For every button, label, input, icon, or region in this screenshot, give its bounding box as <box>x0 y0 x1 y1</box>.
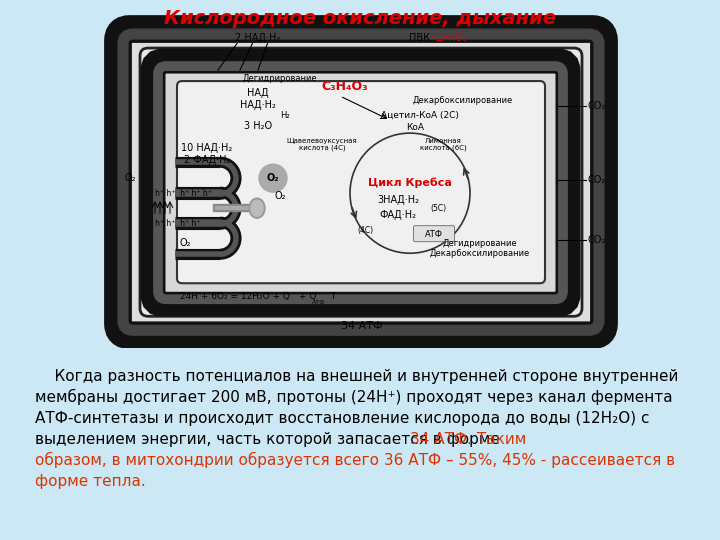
Text: Декарбоксилирование: Декарбоксилирование <box>413 96 513 105</box>
Text: O₂: O₂ <box>274 191 286 201</box>
Text: АТФ: АТФ <box>312 300 325 305</box>
Text: НАД: НАД <box>247 88 269 98</box>
FancyBboxPatch shape <box>140 48 582 316</box>
Text: 34 АТФ. Таким: 34 АТФ. Таким <box>410 432 526 447</box>
Text: Дегидрирование: Дегидрирование <box>443 239 517 248</box>
Text: Цикл Кребса: Цикл Кребса <box>368 178 452 188</box>
FancyBboxPatch shape <box>153 61 568 304</box>
Text: (4С): (4С) <box>357 226 373 235</box>
Text: + Q: + Q <box>300 292 317 301</box>
Text: 34 АТФ: 34 АТФ <box>341 321 383 331</box>
Text: (5С): (5С) <box>430 204 446 213</box>
Text: O₂: O₂ <box>125 173 136 183</box>
Text: C₃H₄O₃: C₃H₄O₃ <box>322 79 369 92</box>
Text: Кислородное окисление, дыхание: Кислородное окисление, дыхание <box>164 9 556 28</box>
Circle shape <box>259 164 287 192</box>
Text: Когда разность потенциалов на внешней и внутренней стороне внутренней: Когда разность потенциалов на внешней и … <box>35 369 678 384</box>
Ellipse shape <box>249 198 265 218</box>
Text: НАД·H₂: НАД·H₂ <box>240 100 276 110</box>
Ellipse shape <box>251 200 263 216</box>
Text: выделением энергии, часть которой запасается в форме: выделением энергии, часть которой запаса… <box>35 432 505 447</box>
Text: 3 H₂O: 3 H₂O <box>244 121 272 131</box>
Text: 2 ФАД·H₂: 2 ФАД·H₂ <box>184 155 230 165</box>
Text: 2 НАД·H₂: 2 НАД·H₂ <box>235 33 281 43</box>
Text: Лимонная: Лимонная <box>425 138 462 144</box>
FancyBboxPatch shape <box>177 81 545 284</box>
Text: форме тепла.: форме тепла. <box>35 474 145 489</box>
Text: h⁺ h⁺  h⁺ h⁺ h⁺: h⁺ h⁺ h⁺ h⁺ h⁺ <box>155 188 212 198</box>
Text: кислота (6С): кислота (6С) <box>420 145 467 151</box>
Text: 10 НАД·H₂: 10 НАД·H₂ <box>181 143 233 153</box>
Text: CO₂: CO₂ <box>588 235 606 245</box>
Text: 24H + 6O₂ = 12H₂O + Q: 24H + 6O₂ = 12H₂O + Q <box>180 292 290 301</box>
Text: мембраны достигает 200 мВ, протоны (24H⁺) проходят через канал фермента: мембраны достигает 200 мВ, протоны (24H⁺… <box>35 389 672 406</box>
Text: h⁺ h⁺  h⁺ h⁺: h⁺ h⁺ h⁺ h⁺ <box>155 219 200 228</box>
Text: АТФ-синтетазы и происходит восстановление кислорода до воды (12H₂O) с: АТФ-синтетазы и происходит восстановлени… <box>35 411 649 426</box>
Text: C₃H₄O₃: C₃H₄O₃ <box>433 33 467 43</box>
Text: АТФ: АТФ <box>425 230 443 239</box>
Text: Дегидрирование: Дегидрирование <box>243 73 318 83</box>
Text: образом, в митохондрии образуется всего 36 АТФ – 55%, 45% - рассеивается в: образом, в митохондрии образуется всего … <box>35 452 675 468</box>
Text: ФАД·H₂: ФАД·H₂ <box>379 210 416 220</box>
FancyBboxPatch shape <box>413 226 454 242</box>
Text: кислота (4С): кислота (4С) <box>299 145 346 151</box>
Text: H₂: H₂ <box>280 111 290 119</box>
Text: ПВК: ПВК <box>410 33 431 43</box>
Bar <box>122 32 600 330</box>
Text: CO₂: CO₂ <box>588 101 606 111</box>
Text: O₂: O₂ <box>266 173 279 183</box>
FancyBboxPatch shape <box>118 29 604 335</box>
Text: КоА: КоА <box>406 123 424 132</box>
Text: Декарбоксилирование: Декарбоксилирование <box>430 249 530 258</box>
Text: Ацетил-КоА (2С): Ацетил-КоА (2С) <box>381 111 459 119</box>
Text: Щавелевоуксусная: Щавелевоуксусная <box>287 138 357 144</box>
Text: T: T <box>330 292 336 301</box>
Text: CO₂: CO₂ <box>588 175 606 185</box>
Text: 3НАД·H₂: 3НАД·H₂ <box>377 195 419 205</box>
Text: O₂: O₂ <box>179 238 191 248</box>
